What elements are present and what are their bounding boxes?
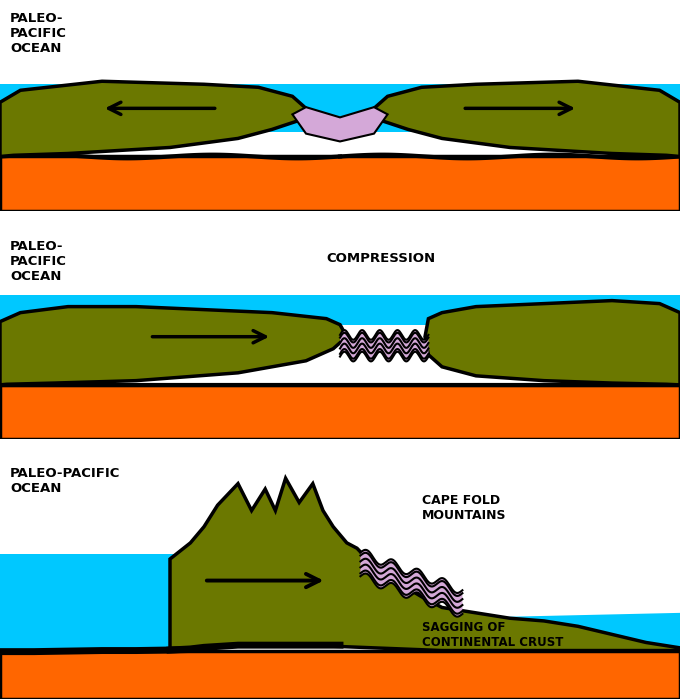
Polygon shape: [0, 81, 306, 157]
Polygon shape: [374, 81, 680, 157]
Polygon shape: [170, 478, 680, 651]
Text: PALEO-
PACIFIC
OCEAN: PALEO- PACIFIC OCEAN: [10, 12, 67, 55]
Polygon shape: [0, 85, 680, 132]
Text: PALEO-
PACIFIC
OCEAN: PALEO- PACIFIC OCEAN: [10, 240, 67, 283]
Text: SAGGING OF
CONTINENTAL CRUST: SAGGING OF CONTINENTAL CRUST: [422, 621, 563, 649]
Text: CAPE FOLD
MOUNTAINS: CAPE FOLD MOUNTAINS: [422, 494, 506, 522]
Polygon shape: [0, 307, 347, 385]
Polygon shape: [0, 385, 680, 439]
Polygon shape: [0, 554, 190, 651]
Text: PALEO-PACIFIC
OCEAN: PALEO-PACIFIC OCEAN: [10, 468, 120, 496]
Polygon shape: [0, 651, 680, 699]
Polygon shape: [340, 330, 428, 361]
Polygon shape: [360, 550, 462, 617]
Text: COMPRESSION: COMPRESSION: [326, 252, 435, 266]
Polygon shape: [442, 613, 680, 651]
Polygon shape: [425, 301, 680, 385]
Polygon shape: [0, 157, 680, 210]
Polygon shape: [292, 107, 388, 141]
Polygon shape: [0, 294, 680, 324]
